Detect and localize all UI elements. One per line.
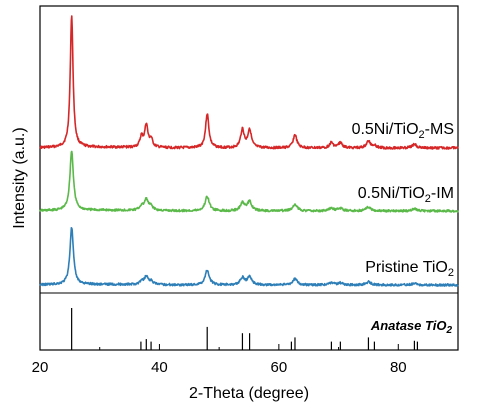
x-tick-label: 60 bbox=[271, 359, 288, 376]
series-line-1 bbox=[39, 15, 459, 150]
series-label-2: 0.5Ni/TiO2-IM bbox=[358, 185, 454, 205]
series-line-3 bbox=[39, 226, 459, 287]
x-axis-label: 2-Theta (degree) bbox=[189, 385, 309, 402]
x-tick-label: 40 bbox=[151, 359, 168, 376]
x-tick-label: 80 bbox=[390, 359, 407, 376]
plot-frame bbox=[39, 5, 459, 351]
series-label-3: Pristine TiO2 bbox=[365, 259, 454, 279]
reference-label: Anatase TiO2 bbox=[370, 318, 453, 336]
series-line-2 bbox=[39, 150, 459, 213]
y-axis-label: Intensity (a.u.) bbox=[11, 127, 28, 228]
series-label-1: 0.5Ni/TiO2-MS bbox=[352, 121, 454, 141]
x-tick-label: 20 bbox=[32, 359, 49, 376]
